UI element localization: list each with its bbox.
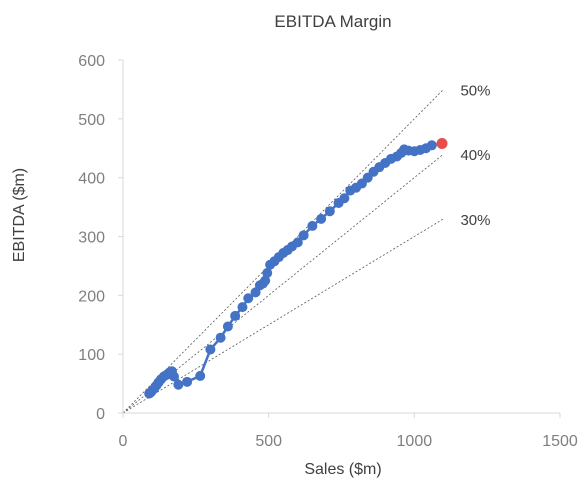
series-line bbox=[148, 144, 433, 395]
data-point bbox=[262, 267, 273, 278]
x-tick-label: 0 bbox=[119, 433, 128, 450]
data-point bbox=[168, 371, 179, 382]
data-point bbox=[173, 379, 184, 390]
data-point bbox=[324, 206, 335, 217]
y-tick-label: 300 bbox=[78, 230, 105, 247]
data-series bbox=[144, 138, 448, 399]
data-point bbox=[205, 344, 216, 355]
data-point bbox=[292, 237, 303, 248]
y-tick-label: 500 bbox=[78, 112, 105, 129]
data-point bbox=[195, 370, 206, 381]
data-point bbox=[339, 193, 350, 204]
y-tick-label: 600 bbox=[78, 53, 105, 70]
data-point bbox=[260, 275, 271, 286]
latest-data-point bbox=[436, 138, 448, 150]
reference-line-label: 40% bbox=[460, 147, 490, 164]
data-point bbox=[307, 220, 318, 231]
data-point bbox=[298, 230, 309, 241]
chart-title: EBITDA Margin bbox=[274, 12, 391, 31]
reference-line-label: 30% bbox=[460, 212, 490, 229]
reference-line-label: 50% bbox=[460, 82, 490, 99]
x-tick-label: 1000 bbox=[397, 433, 433, 450]
data-point bbox=[230, 310, 241, 321]
data-point bbox=[316, 213, 327, 224]
y-tick-label: 200 bbox=[78, 288, 105, 305]
axes: 0 100 200 300 400 500 600 0 500 1000 1500 bbox=[78, 53, 578, 450]
y-axis-label: EBITDA ($m) bbox=[11, 168, 28, 262]
data-point bbox=[182, 376, 193, 387]
reference-line-labels: 50% 40% 30% bbox=[460, 82, 490, 228]
data-point bbox=[215, 332, 226, 343]
x-tick-label: 1500 bbox=[542, 433, 578, 450]
data-point bbox=[237, 302, 248, 313]
y-tick-label: 0 bbox=[96, 406, 105, 423]
x-tick-label: 500 bbox=[255, 433, 282, 450]
data-point bbox=[222, 321, 233, 332]
y-tick-label: 400 bbox=[78, 171, 105, 188]
x-axis-label: Sales ($m) bbox=[304, 461, 381, 478]
data-point bbox=[243, 293, 254, 304]
reference-line bbox=[122, 218, 444, 414]
y-tick-label: 100 bbox=[78, 347, 105, 364]
